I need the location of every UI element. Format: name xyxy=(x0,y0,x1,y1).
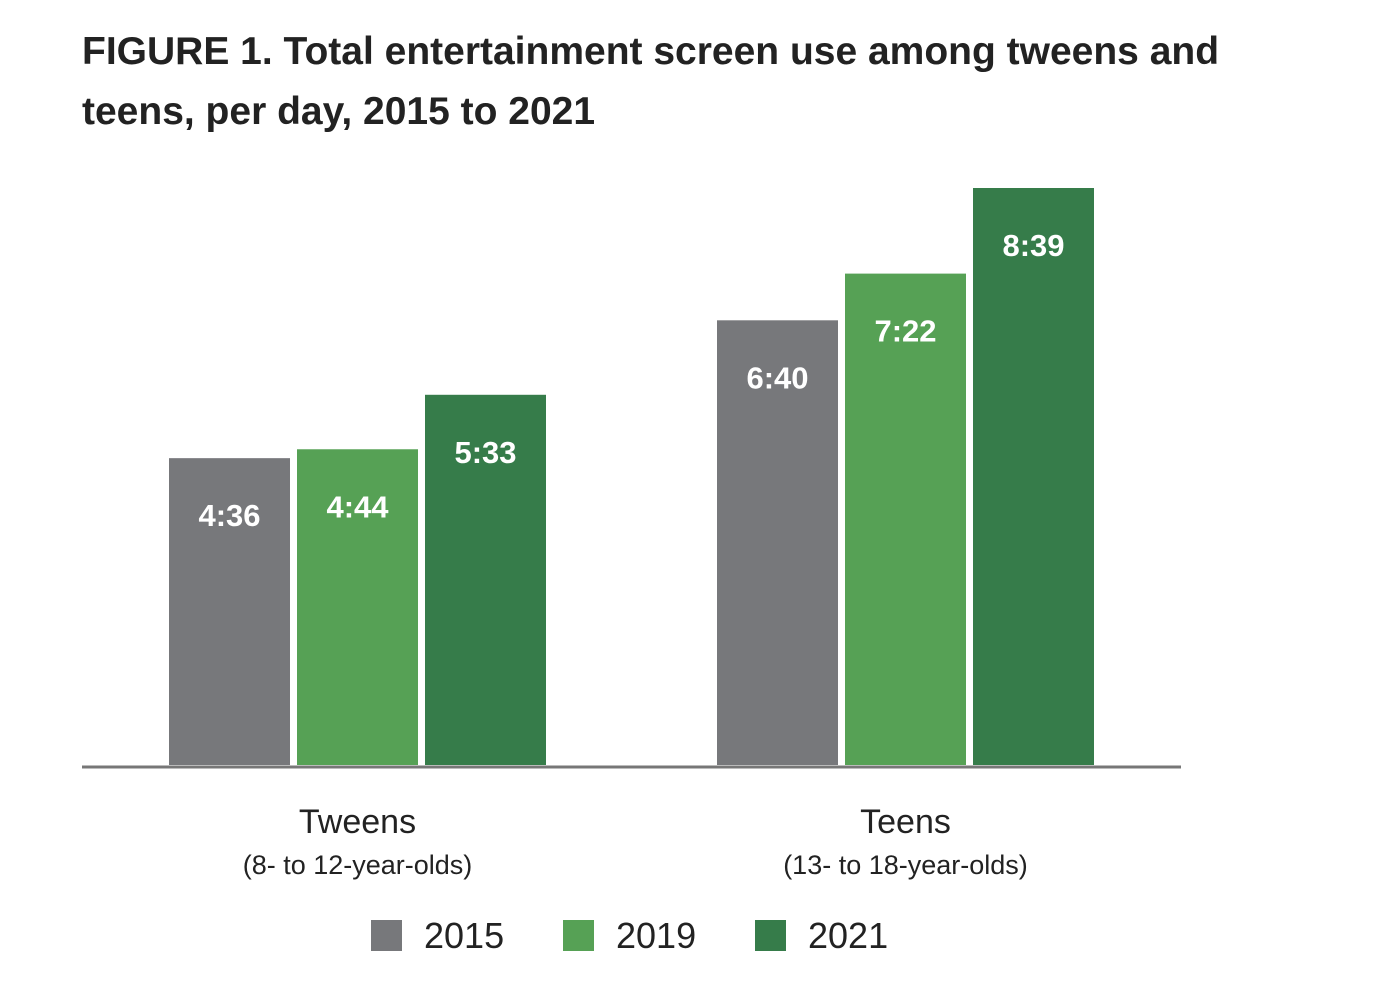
data-label-teens-2015: 6:40 xyxy=(746,360,808,395)
chart-title: FIGURE 1. Total entertainment screen use… xyxy=(82,30,1220,133)
category-sublabel-tweens: (8- to 12-year-olds) xyxy=(243,850,473,880)
data-label-teens-2021: 8:39 xyxy=(1002,228,1064,263)
category-labels: Tweens (8- to 12-year-olds) Teens (13- to 1… xyxy=(243,803,1028,880)
bar-tweens-2015 xyxy=(169,458,290,765)
data-label-tweens-2021: 5:33 xyxy=(454,435,516,470)
legend-swatch-2021 xyxy=(755,920,786,951)
bar-tweens-2019 xyxy=(297,449,418,765)
bar-teens-2015 xyxy=(717,320,838,765)
data-label-tweens-2019: 4:44 xyxy=(326,489,389,524)
category-label-tweens: Tweens xyxy=(299,803,416,841)
bar-teens-2019 xyxy=(845,273,966,765)
bars-group: 4:36 4:44 5:33 6:40 7:22 8:39 xyxy=(169,188,1094,765)
legend-label-2015: 2015 xyxy=(424,915,504,956)
category-label-teens: Teens xyxy=(860,803,951,841)
data-label-tweens-2015: 4:36 xyxy=(198,498,260,533)
bar-tweens-2021 xyxy=(425,394,546,765)
data-label-teens-2019: 7:22 xyxy=(874,314,936,349)
legend-label-2019: 2019 xyxy=(616,915,696,956)
legend-label-2021: 2021 xyxy=(808,915,888,956)
bar-teens-2021 xyxy=(973,188,1094,765)
category-sublabel-teens: (13- to 18-year-olds) xyxy=(783,850,1028,880)
legend-swatch-2015 xyxy=(371,920,402,951)
legend: 2015 2019 2021 xyxy=(371,915,888,956)
legend-swatch-2019 xyxy=(563,920,594,951)
